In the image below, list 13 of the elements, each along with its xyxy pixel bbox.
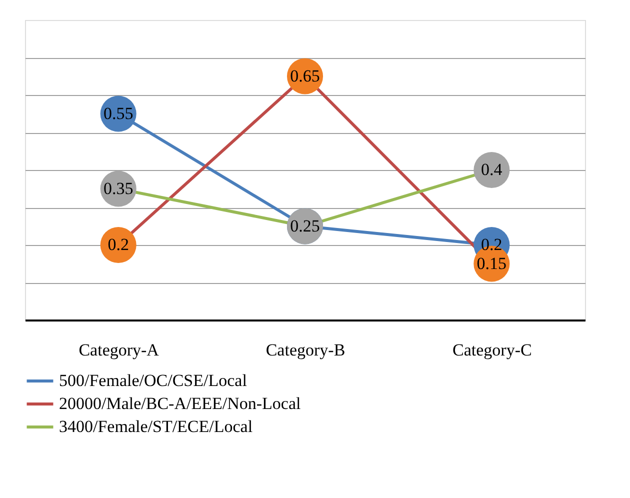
data-label: 0.25 bbox=[290, 216, 320, 236]
data-label: 0.2 bbox=[108, 235, 129, 254]
data-label: 0.65 bbox=[290, 66, 320, 86]
data-label: 0.4 bbox=[481, 160, 503, 179]
legend-label: 3400/Female/ST/ECE/Local bbox=[59, 417, 253, 436]
legend-label: 500/Female/OC/CSE/Local bbox=[59, 371, 248, 390]
data-label: 0.35 bbox=[103, 178, 134, 198]
x-tick-label: Category-B bbox=[266, 340, 346, 360]
data-label: 0.15 bbox=[476, 254, 507, 273]
data-label: 0.55 bbox=[103, 104, 134, 123]
legend-label: 20000/Male/BC-A/EEE/Non-Local bbox=[59, 394, 302, 413]
x-tick-label: Category-C bbox=[452, 340, 532, 360]
x-tick-label: Category-A bbox=[78, 340, 160, 360]
